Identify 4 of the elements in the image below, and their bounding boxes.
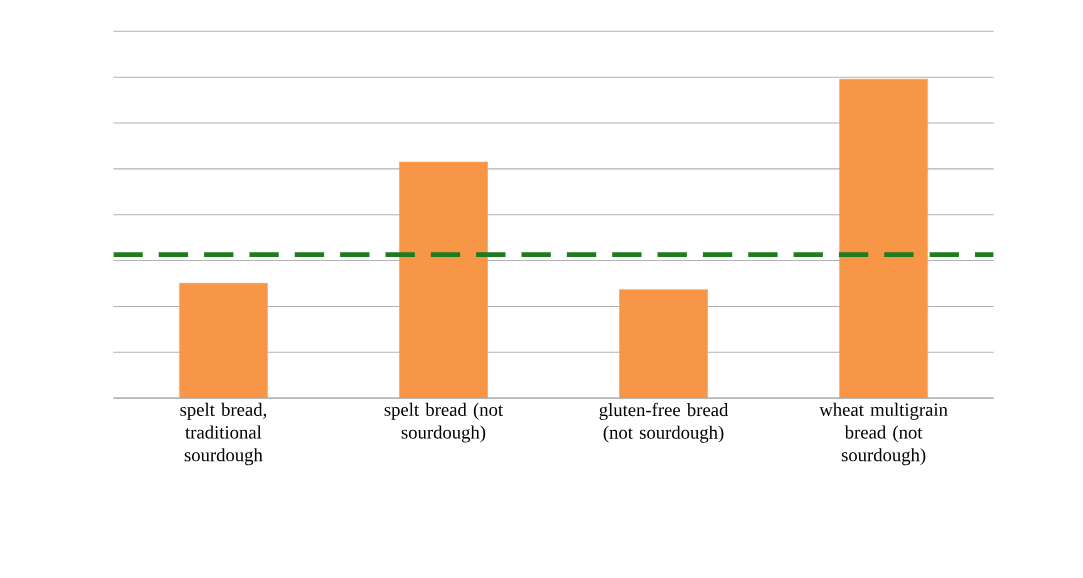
x-tick-label: wheat multigrain bread (not sourdough): [819, 402, 948, 466]
x-tick-label: spelt bread, traditional sourdough: [180, 402, 267, 466]
x-tick-label: gluten-free bread (not sourdough): [599, 402, 729, 443]
x-tick-label: spelt bread (not sourdough): [384, 402, 503, 443]
